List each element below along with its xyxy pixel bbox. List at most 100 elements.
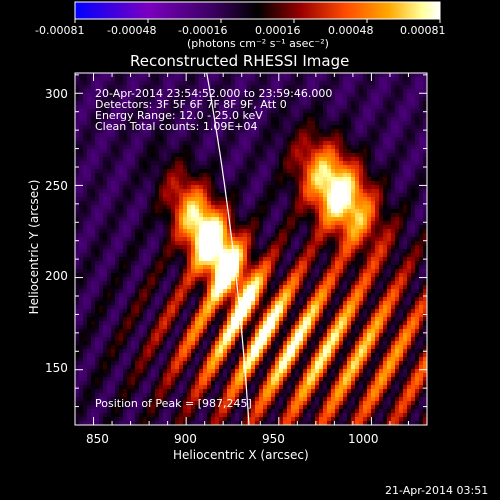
image-pixel (255, 277, 259, 281)
image-pixel (123, 89, 127, 93)
image-pixel (263, 165, 267, 169)
image-pixel (299, 81, 303, 85)
image-pixel (203, 81, 207, 85)
image-pixel (171, 213, 175, 217)
image-pixel (351, 109, 355, 113)
image-pixel (383, 269, 387, 273)
image-pixel (399, 197, 403, 201)
image-pixel (283, 177, 287, 181)
image-pixel (207, 89, 211, 93)
image-pixel (323, 265, 327, 269)
image-pixel (275, 277, 279, 281)
image-pixel (151, 289, 155, 293)
image-pixel (227, 225, 231, 229)
image-pixel (371, 125, 375, 129)
image-pixel (191, 125, 195, 129)
image-pixel (191, 177, 195, 181)
image-pixel (195, 293, 199, 297)
image-pixel (207, 221, 211, 225)
image-pixel (403, 145, 407, 149)
image-pixel (151, 117, 155, 121)
image-pixel (259, 297, 263, 301)
image-pixel (411, 233, 415, 237)
image-pixel (163, 173, 167, 177)
image-pixel (279, 193, 283, 197)
image-pixel (311, 293, 315, 297)
image-pixel (259, 93, 263, 97)
image-pixel (287, 241, 291, 245)
image-pixel (163, 221, 167, 225)
image-pixel (287, 169, 291, 173)
image-pixel (199, 285, 203, 289)
image-pixel (79, 221, 83, 225)
image-pixel (391, 221, 395, 225)
image-pixel (91, 277, 95, 281)
image-pixel (187, 257, 191, 261)
image-pixel (379, 289, 383, 293)
image-pixel (403, 245, 407, 249)
image-pixel (163, 137, 167, 141)
image-pixel (343, 213, 347, 217)
image-pixel (363, 261, 367, 265)
image-pixel (163, 189, 167, 193)
image-pixel (307, 141, 311, 145)
image-pixel (275, 201, 279, 205)
image-pixel (199, 93, 203, 97)
image-pixel (295, 145, 299, 149)
image-pixel (103, 153, 107, 157)
image-pixel (407, 189, 411, 193)
image-pixel (287, 81, 291, 85)
image-pixel (295, 221, 299, 225)
image-pixel (331, 205, 335, 209)
image-pixel (235, 181, 239, 185)
image-pixel (279, 105, 283, 109)
image-pixel (419, 225, 423, 229)
image-pixel (367, 181, 371, 185)
image-pixel (227, 105, 231, 109)
image-pixel (327, 121, 331, 125)
image-pixel (259, 129, 263, 133)
image-pixel (215, 249, 219, 253)
image-pixel (75, 101, 79, 105)
image-pixel (95, 245, 99, 249)
image-pixel (199, 153, 203, 157)
image-pixel (171, 249, 175, 253)
image-pixel (155, 217, 159, 221)
image-pixel (159, 85, 163, 89)
image-pixel (307, 277, 311, 281)
image-pixel (99, 153, 103, 157)
image-pixel (143, 205, 147, 209)
image-pixel (419, 249, 423, 253)
image-pixel (91, 209, 95, 213)
image-pixel (131, 293, 135, 297)
image-pixel (283, 217, 287, 221)
image-pixel (319, 121, 323, 125)
image-pixel (159, 253, 163, 257)
image-pixel (395, 109, 399, 113)
image-pixel (187, 245, 191, 249)
image-pixel (143, 161, 147, 165)
image-pixel (103, 297, 107, 301)
image-pixel (207, 165, 211, 169)
image-pixel (195, 269, 199, 273)
image-pixel (263, 133, 267, 137)
image-pixel (351, 153, 355, 157)
image-pixel (219, 81, 223, 85)
image-pixel (131, 209, 135, 213)
image-pixel (299, 129, 303, 133)
image-pixel (287, 221, 291, 225)
image-pixel (251, 137, 255, 141)
image-pixel (295, 149, 299, 153)
image-pixel (191, 157, 195, 161)
image-pixel (139, 261, 143, 265)
image-pixel (107, 285, 111, 289)
image-pixel (343, 149, 347, 153)
image-pixel (387, 169, 391, 173)
image-pixel (111, 273, 115, 277)
image-pixel (91, 121, 95, 125)
image-pixel (143, 137, 147, 141)
image-pixel (415, 177, 419, 181)
image-pixel (315, 181, 319, 185)
image-pixel (79, 269, 83, 273)
image-pixel (399, 133, 403, 137)
